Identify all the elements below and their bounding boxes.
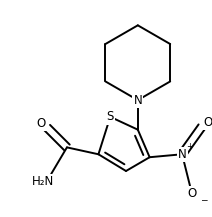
Text: O: O	[187, 187, 197, 200]
Text: S: S	[107, 110, 114, 123]
Text: N: N	[133, 94, 142, 107]
Text: O: O	[203, 116, 212, 129]
Text: O: O	[37, 117, 46, 130]
Text: N: N	[178, 148, 187, 161]
Text: H₂N: H₂N	[32, 175, 54, 188]
Text: −: −	[200, 195, 208, 204]
Text: +: +	[187, 142, 193, 151]
